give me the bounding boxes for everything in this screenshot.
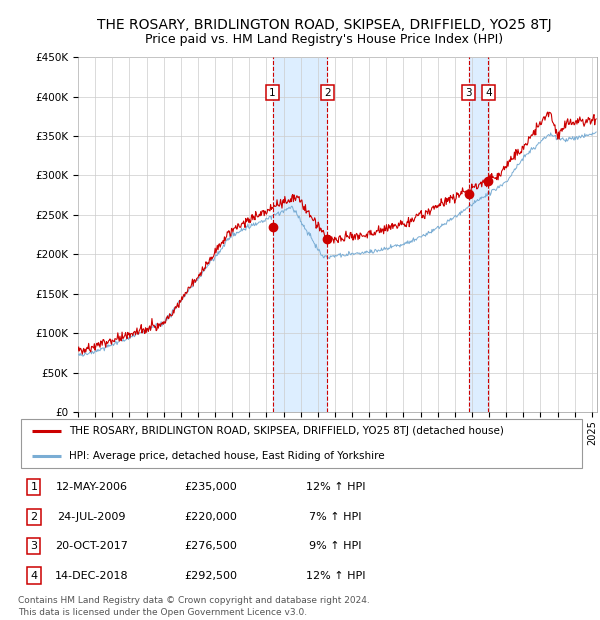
Text: £220,000: £220,000 [184, 512, 237, 521]
Text: 2: 2 [324, 87, 331, 97]
Text: 24-JUL-2009: 24-JUL-2009 [58, 512, 126, 521]
Text: 4: 4 [485, 87, 492, 97]
Text: Contains HM Land Registry data © Crown copyright and database right 2024.
This d: Contains HM Land Registry data © Crown c… [18, 596, 370, 617]
Text: 12% ↑ HPI: 12% ↑ HPI [306, 570, 365, 580]
Text: £292,500: £292,500 [184, 570, 237, 580]
Text: 7% ↑ HPI: 7% ↑ HPI [309, 512, 362, 521]
Text: THE ROSARY, BRIDLINGTON ROAD, SKIPSEA, DRIFFIELD, YO25 8TJ: THE ROSARY, BRIDLINGTON ROAD, SKIPSEA, D… [97, 18, 551, 32]
Text: 4: 4 [31, 570, 37, 580]
Text: 1: 1 [269, 87, 276, 97]
Text: 14-DEC-2018: 14-DEC-2018 [55, 570, 128, 580]
Text: THE ROSARY, BRIDLINGTON ROAD, SKIPSEA, DRIFFIELD, YO25 8TJ (detached house): THE ROSARY, BRIDLINGTON ROAD, SKIPSEA, D… [69, 426, 504, 436]
Text: 3: 3 [31, 541, 37, 551]
Text: 20-OCT-2017: 20-OCT-2017 [55, 541, 128, 551]
Text: 1: 1 [31, 482, 37, 492]
Bar [469, 57, 488, 412]
FancyBboxPatch shape [21, 418, 582, 468]
Text: 12-MAY-2006: 12-MAY-2006 [56, 482, 128, 492]
Text: £235,000: £235,000 [184, 482, 237, 492]
Text: £276,500: £276,500 [184, 541, 237, 551]
Text: 9% ↑ HPI: 9% ↑ HPI [309, 541, 362, 551]
Text: HPI: Average price, detached house, East Riding of Yorkshire: HPI: Average price, detached house, East… [69, 451, 385, 461]
Bar [272, 57, 328, 412]
Text: 12% ↑ HPI: 12% ↑ HPI [306, 482, 365, 492]
Text: 2: 2 [31, 512, 37, 521]
Text: 3: 3 [465, 87, 472, 97]
Text: Price paid vs. HM Land Registry's House Price Index (HPI): Price paid vs. HM Land Registry's House … [145, 33, 503, 45]
